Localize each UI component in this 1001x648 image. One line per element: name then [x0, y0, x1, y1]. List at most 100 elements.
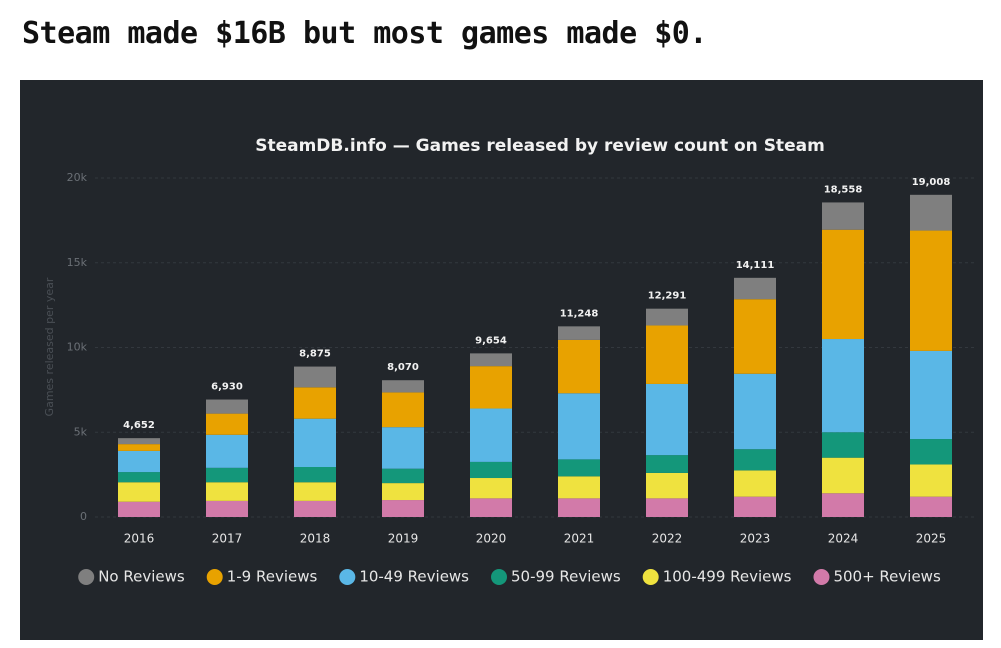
bar-segment [734, 470, 776, 497]
total-label: 19,008 [912, 177, 951, 188]
bar-segment [382, 500, 424, 517]
bar-segment [206, 500, 248, 517]
legend-label: 100-499 Reviews [663, 568, 792, 586]
total-label: 14,111 [736, 260, 775, 271]
bar-segment [382, 392, 424, 428]
bar-segment [646, 455, 688, 473]
total-label: 11,248 [560, 308, 599, 319]
bar-segment [206, 399, 248, 414]
y-tick-label: 5k [74, 425, 88, 438]
bar-segment [118, 472, 160, 483]
bar-segment [294, 500, 336, 517]
total-label: 4,652 [123, 420, 155, 431]
legend-swatch [339, 569, 356, 585]
bar-segment [646, 325, 688, 384]
bar-segment [206, 413, 248, 435]
x-tick-label: 2023 [740, 532, 771, 546]
bar-segment [734, 277, 776, 300]
bar-segment [558, 459, 600, 477]
bar-segment [558, 339, 600, 394]
y-tick-label: 10k [67, 341, 88, 354]
bar-segment [558, 476, 600, 499]
bar-segment [470, 353, 512, 367]
total-label: 12,291 [648, 291, 687, 302]
bar-segment [470, 498, 512, 517]
bar-segment [822, 229, 864, 340]
bar-segment [822, 432, 864, 458]
bar-segment [646, 383, 688, 456]
bar-segment [910, 350, 952, 440]
total-label: 18,558 [824, 184, 863, 195]
total-label: 8,070 [387, 362, 419, 373]
legend-swatch [642, 569, 659, 585]
bar-segment [118, 501, 160, 517]
x-tick-label: 2020 [476, 532, 507, 546]
bar-segment [734, 449, 776, 471]
bar-segment [294, 418, 336, 467]
bar-segment [822, 202, 864, 230]
bar-segment [118, 438, 160, 445]
page-title: Steam made $16B but most games made $0. [22, 16, 707, 51]
bar-segment [910, 194, 952, 231]
bar-segment [910, 464, 952, 497]
x-tick-label: 2017 [212, 532, 243, 546]
y-tick-label: 20k [67, 171, 88, 184]
x-tick-label: 2024 [828, 532, 859, 546]
bar-segment [910, 439, 952, 465]
bar-segment [118, 482, 160, 502]
bar-segment [294, 366, 336, 388]
total-label: 9,654 [475, 335, 507, 346]
bar-segment [646, 498, 688, 517]
bar-segment [294, 482, 336, 501]
legend-label: 500+ Reviews [833, 568, 940, 586]
y-tick-label: 0 [80, 510, 87, 523]
bar-segment [470, 461, 512, 479]
legend-swatch [78, 569, 95, 585]
total-label: 6,930 [211, 382, 243, 393]
bar-segment [558, 326, 600, 340]
legend-label: 10-49 Reviews [359, 568, 469, 586]
bar-segment [734, 299, 776, 374]
legend-label: 1-9 Reviews [227, 568, 318, 586]
bar-segment [206, 434, 248, 468]
bar-segment [646, 308, 688, 326]
legend-swatch [813, 569, 830, 585]
bar-segment [910, 496, 952, 517]
legend-swatch [206, 569, 223, 585]
chart-title: SteamDB.info — Games released by review … [255, 136, 825, 156]
bar-segment [910, 230, 952, 351]
total-label: 8,875 [299, 349, 331, 360]
bar-segment [294, 387, 336, 419]
x-tick-label: 2016 [124, 532, 155, 546]
bar-segment [470, 478, 512, 499]
legend-label: 50-99 Reviews [511, 568, 621, 586]
x-tick-label: 2021 [564, 532, 595, 546]
bar-segment [470, 366, 512, 409]
bar-segment [734, 496, 776, 517]
bar-segment [822, 493, 864, 517]
legend-swatch [491, 569, 508, 585]
bar-segment [382, 468, 424, 484]
bar-segment [118, 450, 160, 473]
bar-segment [558, 393, 600, 460]
bar-segment [734, 373, 776, 450]
bar-segment [294, 466, 336, 483]
x-tick-label: 2018 [300, 532, 331, 546]
bar-segment [118, 444, 160, 451]
chart: SteamDB.info — Games released by review … [20, 80, 983, 640]
y-axis-label: Games released per year [43, 277, 56, 416]
bar-segment [382, 427, 424, 469]
bar-segment [382, 483, 424, 501]
bar-segment [646, 472, 688, 499]
bar-segment [822, 339, 864, 433]
y-tick-label: 15k [67, 256, 88, 269]
bar-segment [382, 380, 424, 393]
x-tick-label: 2019 [388, 532, 419, 546]
bar-segment [822, 457, 864, 494]
bar-segment [206, 482, 248, 501]
x-tick-label: 2022 [652, 532, 683, 546]
legend-label: No Reviews [98, 568, 185, 586]
bar-segment [206, 467, 248, 483]
bar-segment [558, 498, 600, 517]
